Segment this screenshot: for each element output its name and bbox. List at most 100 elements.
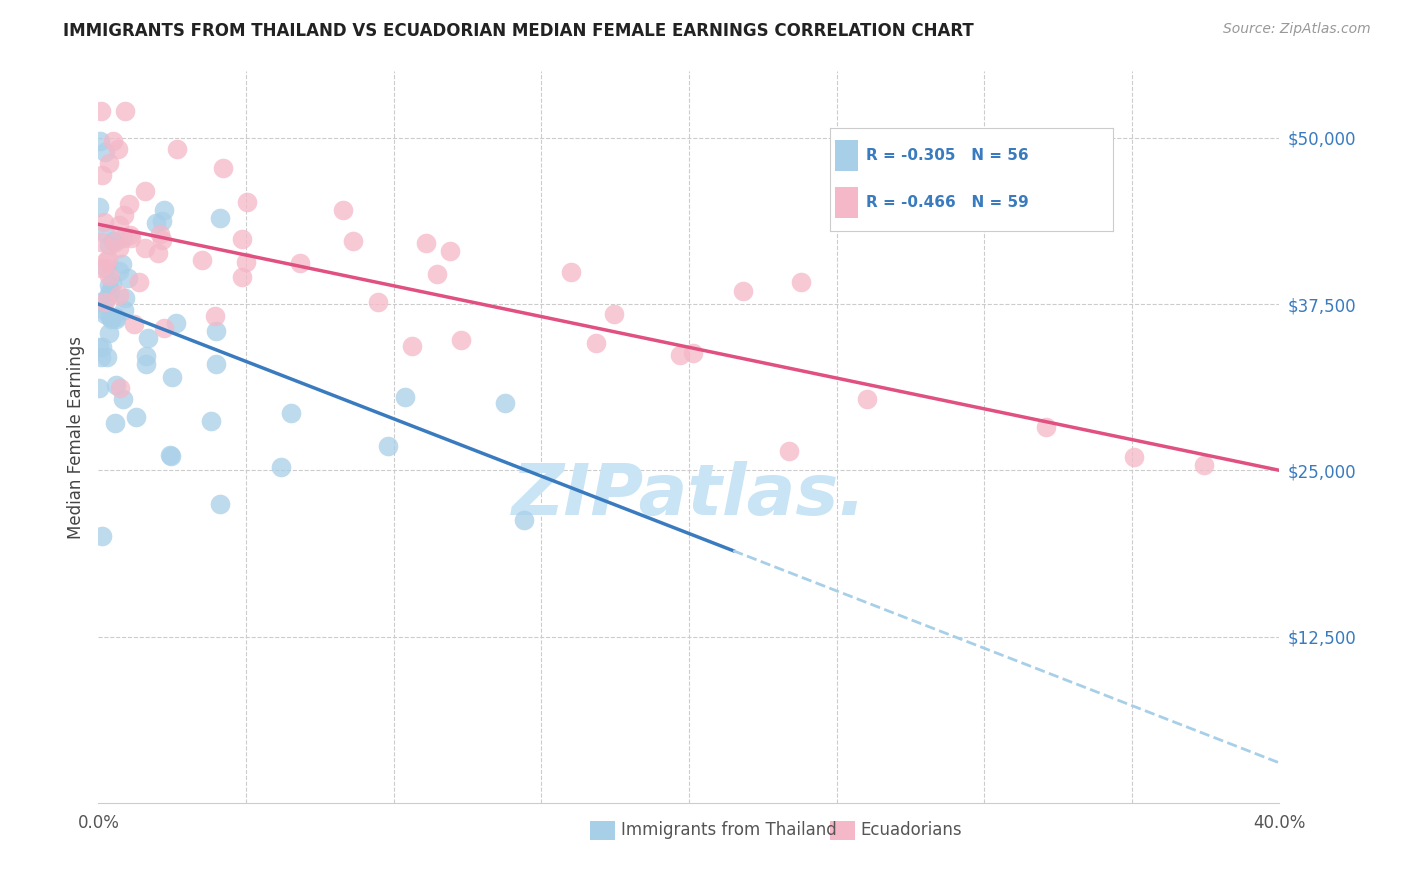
Point [125, 409, 148, 424]
Point [280, 406, 302, 420]
Point [97, 155, 120, 169]
Point [585, 335, 607, 350]
Point [270, 459, 292, 474]
Text: R = -0.466   N = 59: R = -0.466 N = 59 [866, 195, 1029, 211]
Point [96, 252, 118, 266]
Point [105, 311, 128, 326]
Point [669, 348, 692, 362]
Point [153, 321, 176, 335]
Text: ZIPatlas.: ZIPatlas. [512, 461, 866, 530]
Point [682, 346, 704, 360]
Point [415, 235, 437, 250]
Point [231, 232, 253, 246]
Point [209, 211, 232, 225]
Point [107, 142, 129, 156]
Point [114, 104, 136, 119]
Point [90, 261, 112, 276]
Point [122, 317, 145, 331]
Point [209, 498, 232, 512]
Point [153, 202, 176, 217]
Point [149, 227, 172, 241]
Point [98, 268, 121, 283]
Point [90, 351, 112, 365]
Point [377, 439, 399, 453]
Point [205, 324, 228, 338]
Point [731, 284, 754, 298]
Point [93, 215, 115, 229]
Point [91, 168, 114, 182]
Point [93, 294, 115, 309]
Point [134, 184, 156, 198]
Point [288, 255, 311, 269]
Point [108, 219, 131, 233]
Point [160, 369, 183, 384]
Point [1035, 420, 1057, 434]
Point [191, 253, 214, 268]
Point [394, 390, 416, 404]
Point [342, 234, 364, 248]
Point [426, 268, 449, 282]
Point [87, 200, 110, 214]
Point [135, 357, 157, 371]
Bar [835, 140, 858, 171]
Point [235, 194, 257, 209]
Point [146, 246, 169, 260]
Point [98, 285, 121, 299]
Point [512, 513, 534, 527]
Point [114, 291, 136, 305]
Point [450, 334, 472, 348]
Point [439, 244, 461, 259]
Point [159, 448, 181, 462]
Point [789, 275, 811, 289]
Point [87, 340, 110, 354]
Point [97, 289, 120, 303]
Text: IMMIGRANTS FROM THAILAND VS ECUADORIAN MEDIAN FEMALE EARNINGS CORRELATION CHART: IMMIGRANTS FROM THAILAND VS ECUADORIAN M… [63, 22, 974, 40]
Point [97, 237, 120, 252]
Point [159, 449, 181, 463]
Point [145, 216, 167, 230]
Point [112, 231, 135, 245]
Point [100, 312, 122, 326]
Point [93, 145, 115, 159]
Point [212, 161, 235, 176]
Bar [835, 187, 858, 219]
Point [120, 231, 142, 245]
Point [104, 235, 127, 249]
Point [111, 392, 134, 406]
Point [98, 278, 121, 293]
Point [108, 288, 131, 302]
Point [136, 331, 159, 345]
Point [112, 303, 135, 318]
Point [101, 234, 124, 248]
Point [101, 134, 124, 148]
Point [200, 414, 222, 428]
Point [107, 264, 129, 278]
Point [118, 197, 141, 211]
Point [87, 381, 110, 395]
Point [93, 303, 115, 318]
Point [117, 271, 139, 285]
Point [855, 392, 877, 406]
Point [778, 443, 800, 458]
Point [135, 349, 157, 363]
Y-axis label: Median Female Earnings: Median Female Earnings [66, 335, 84, 539]
Point [128, 275, 150, 289]
Point [204, 357, 226, 371]
Point [108, 240, 131, 254]
Point [1192, 458, 1215, 472]
Point [204, 310, 226, 324]
Text: Ecuadorians: Ecuadorians [860, 822, 962, 839]
Point [108, 381, 131, 395]
Text: Immigrants from Thailand: Immigrants from Thailand [621, 822, 837, 839]
Point [1122, 450, 1144, 465]
Point [105, 377, 128, 392]
Point [98, 310, 121, 324]
Point [367, 295, 389, 310]
Point [166, 142, 188, 156]
Point [603, 307, 626, 321]
Point [134, 241, 156, 255]
Point [560, 265, 582, 279]
Point [332, 202, 354, 217]
Point [231, 270, 253, 285]
Point [150, 214, 173, 228]
